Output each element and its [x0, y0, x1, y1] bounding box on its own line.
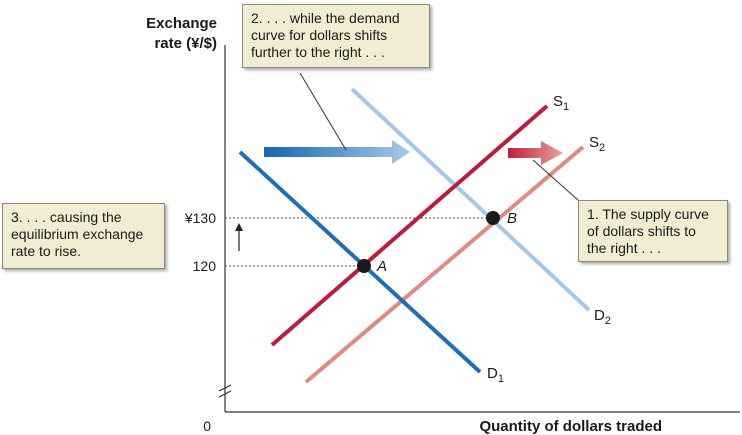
point-a-label: A	[376, 258, 387, 275]
callout-demand-shift: 2. . . . while the demand curve for doll…	[242, 4, 430, 68]
equilibrium-point-b	[486, 211, 500, 225]
callout-rate-rise: 3. . . . causing the equilibrium exchang…	[2, 203, 165, 269]
y-axis-label-line1: Exchange	[146, 15, 217, 32]
demand-shift-arrow	[264, 140, 410, 164]
s1-label: S1	[553, 93, 569, 113]
supply-shift-arrow	[508, 141, 563, 165]
equilibrium-point-a	[357, 259, 371, 273]
d2-label: D2	[594, 307, 611, 327]
y-axis-label-line2: rate (¥/$)	[154, 35, 217, 52]
rate-rise-arrowhead	[235, 223, 243, 231]
callout-supply-leader	[532, 159, 579, 201]
callout-supply-shift: 1. The supply curve of dollars shifts to…	[578, 200, 728, 262]
point-b-label: B	[507, 210, 517, 227]
demand-curve-d2	[350, 87, 591, 312]
tick-130: ¥130	[184, 210, 216, 226]
origin-label: 0	[203, 418, 211, 434]
callout-demand-leader	[299, 72, 347, 151]
supply-curve-s1	[270, 104, 549, 347]
axis-break-mark-1	[218, 384, 232, 392]
x-axis-label: Quantity of dollars traded	[479, 418, 662, 435]
axis-break-mark-2	[218, 390, 232, 398]
tick-120: 120	[193, 258, 217, 274]
supply-curve-s2	[304, 145, 585, 384]
s2-label: S2	[589, 134, 605, 154]
d1-label: D1	[487, 365, 504, 385]
